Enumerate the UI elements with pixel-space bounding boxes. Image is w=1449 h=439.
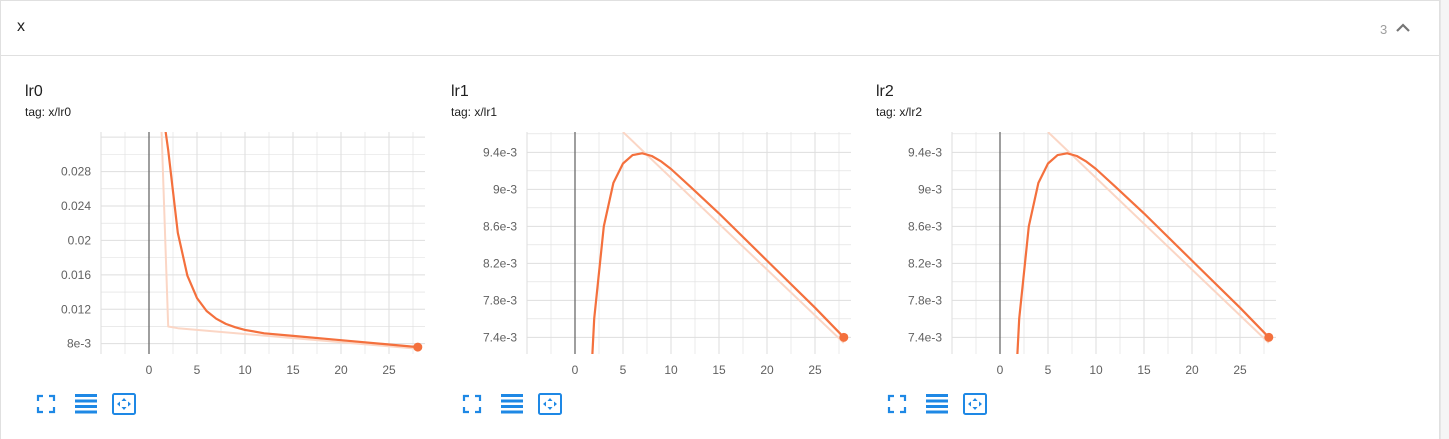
x-tick-label: 5: [194, 363, 201, 377]
x-tick-label: 5: [620, 363, 627, 377]
x-tick-label: 0: [146, 363, 153, 377]
y-tick-label: 9.4e-3: [908, 145, 942, 159]
x-tick-label: 20: [334, 363, 348, 377]
y-tick-label: 0.028: [61, 165, 91, 179]
scrollbar[interactable]: [1440, 0, 1449, 439]
x-tick-label: 5: [1045, 363, 1052, 377]
fit-domain-icon[interactable]: [111, 391, 137, 417]
x-tick-label: 0: [997, 363, 1004, 377]
y-tick-label: 0.016: [61, 268, 91, 282]
y-tick-label: 9.4e-3: [483, 145, 517, 159]
last-point-marker: [839, 332, 849, 342]
data-table-icon[interactable]: [499, 391, 525, 417]
y-tick-label: 9e-3: [918, 182, 942, 196]
data-table-icon[interactable]: [73, 391, 99, 417]
scalar-card-lr2: lr2 tag: x/lr2 7.4e-3 7.8e-3 8.2e-3 8.6e-3 9…: [852, 56, 1276, 439]
fullscreen-icon[interactable]: [33, 391, 59, 417]
scalar-card-lr1: lr1 tag: x/lr1 7.4e-3 7.8e-3 8.2e-3 8.6e-3 9…: [427, 56, 851, 439]
y-tick-label: 8e-3: [67, 337, 91, 351]
x-tick-label: 15: [286, 363, 300, 377]
y-tick-label: 8.6e-3: [483, 219, 517, 233]
y-tick-label: 0.012: [61, 302, 91, 316]
fit-domain-icon[interactable]: [962, 391, 988, 417]
group-header[interactable]: x 3: [1, 0, 1439, 56]
x-tick-label: 0: [572, 363, 579, 377]
fullscreen-icon[interactable]: [459, 391, 485, 417]
raw-series-line: [622, 132, 845, 344]
y-tick-label: 7.8e-3: [483, 293, 517, 307]
x-tick-label: 20: [760, 363, 774, 377]
card-title: lr2: [876, 83, 894, 100]
scalar-card-lr0: lr0 tag: x/lr0 8e-3 0.012 0.016 0.02 0.024 0.…: [1, 56, 425, 439]
line-chart[interactable]: 7.4e-3 7.8e-3 8.2e-3 8.6e-3 9e-3 9.4e-3 0 5 10 15…: [427, 128, 851, 388]
data-table-icon[interactable]: [924, 391, 950, 417]
card-tag: tag: x/lr0: [25, 105, 72, 119]
line-chart[interactable]: 7.4e-3 7.8e-3 8.2e-3 8.6e-3 9e-3 9.4e-3 0 5 10 15…: [852, 128, 1276, 388]
y-tick-label: 7.8e-3: [908, 293, 942, 307]
x-tick-label: 25: [382, 363, 396, 377]
group-title: x: [17, 18, 25, 35]
fullscreen-icon[interactable]: [884, 391, 910, 417]
x-tick-label: 15: [1137, 363, 1151, 377]
y-tick-label: 7.4e-3: [908, 330, 942, 344]
x-tick-label: 10: [238, 363, 252, 377]
last-point-marker: [1264, 332, 1274, 342]
chevron-up-icon[interactable]: [1394, 19, 1412, 37]
smoothed-series-line: [164, 132, 418, 349]
line-chart[interactable]: 8e-3 0.012 0.016 0.02 0.024 0.028 0 5 10 15 20 25: [1, 128, 425, 388]
x-tick-label: 25: [808, 363, 822, 377]
card-title: lr1: [451, 83, 469, 100]
group-card-count: 3: [1380, 22, 1388, 37]
x-tick-label: 20: [1185, 363, 1199, 377]
raw-series-line: [160, 132, 418, 350]
x-tick-label: 15: [712, 363, 726, 377]
x-tick-label: 10: [664, 363, 678, 377]
x-tick-label: 25: [1233, 363, 1247, 377]
card-tag: tag: x/lr2: [876, 105, 923, 119]
y-tick-label: 8.6e-3: [908, 219, 942, 233]
x-tick-label: 10: [1089, 363, 1103, 377]
y-tick-label: 9e-3: [493, 182, 517, 196]
card-title: lr0: [25, 83, 43, 100]
last-point-marker: [413, 342, 423, 352]
raw-series-line: [1047, 132, 1270, 344]
y-tick-label: 8.2e-3: [483, 256, 517, 270]
card-tag: tag: x/lr1: [451, 105, 498, 119]
y-tick-label: 0.02: [68, 233, 92, 247]
y-tick-label: 7.4e-3: [483, 330, 517, 344]
fit-domain-icon[interactable]: [537, 391, 563, 417]
smoothed-series-line: [591, 152, 845, 354]
y-tick-label: 0.024: [61, 199, 91, 213]
y-tick-label: 8.2e-3: [908, 256, 942, 270]
smoothed-series-line: [1016, 152, 1270, 354]
